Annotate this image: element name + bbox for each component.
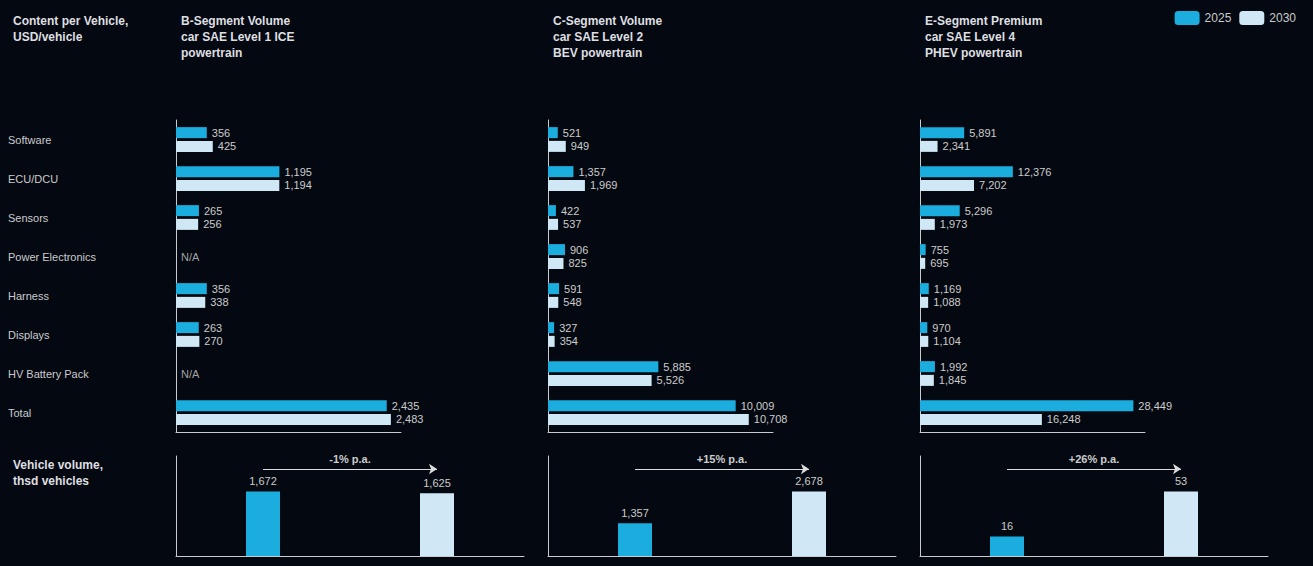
svg-text:1,357: 1,357	[578, 166, 606, 178]
svg-text:10,009: 10,009	[741, 400, 775, 412]
svg-text:1,845: 1,845	[939, 374, 967, 386]
svg-text:PHEV powertrain: PHEV powertrain	[925, 46, 1022, 60]
svg-text:E-Segment Premium: E-Segment Premium	[925, 14, 1042, 28]
svg-text:356: 356	[212, 127, 230, 139]
svg-text:car SAE Level 4: car SAE Level 4	[925, 30, 1015, 44]
svg-text:N/A: N/A	[181, 251, 200, 263]
svg-text:5,885: 5,885	[663, 361, 691, 373]
svg-text:354: 354	[560, 335, 578, 347]
svg-text:338: 338	[210, 296, 228, 308]
svg-text:2,483: 2,483	[396, 413, 424, 425]
svg-text:2,435: 2,435	[392, 400, 420, 412]
svg-text:+15% p.a.: +15% p.a.	[697, 453, 747, 465]
svg-text:Sensors: Sensors	[8, 212, 49, 224]
svg-text:16: 16	[1001, 520, 1013, 532]
svg-text:949: 949	[571, 140, 589, 152]
svg-text:537: 537	[563, 218, 581, 230]
svg-text:356: 356	[212, 283, 230, 295]
svg-text:2025: 2025	[1205, 11, 1232, 25]
svg-text:1,088: 1,088	[933, 296, 961, 308]
svg-text:10,708: 10,708	[754, 413, 788, 425]
svg-text:5,891: 5,891	[969, 127, 997, 139]
svg-text:2030: 2030	[1269, 11, 1296, 25]
svg-text:906: 906	[570, 244, 588, 256]
svg-text:BEV powertrain: BEV powertrain	[553, 46, 642, 60]
svg-text:car SAE Level 2: car SAE Level 2	[553, 30, 643, 44]
svg-text:car SAE Level 1 ICE: car SAE Level 1 ICE	[181, 30, 294, 44]
svg-text:970: 970	[932, 322, 950, 334]
svg-text:Content per Vehicle,: Content per Vehicle,	[13, 14, 128, 28]
svg-text:53: 53	[1175, 475, 1187, 487]
svg-text:1,969: 1,969	[590, 179, 618, 191]
svg-text:powertrain: powertrain	[181, 46, 242, 60]
svg-text:521: 521	[563, 127, 581, 139]
svg-text:thsd vehicles: thsd vehicles	[13, 474, 89, 488]
svg-text:270: 270	[204, 335, 222, 347]
svg-text:+26% p.a.: +26% p.a.	[1069, 453, 1119, 465]
svg-text:Harness: Harness	[8, 290, 49, 302]
svg-text:327: 327	[559, 322, 577, 334]
svg-text:1,357: 1,357	[621, 507, 649, 519]
svg-text:825: 825	[568, 257, 586, 269]
svg-text:B-Segment Volume: B-Segment Volume	[181, 14, 290, 28]
svg-text:1,625: 1,625	[423, 477, 451, 489]
svg-text:C-Segment Volume: C-Segment Volume	[553, 14, 662, 28]
svg-text:Vehicle volume,: Vehicle volume,	[13, 458, 103, 472]
svg-text:1,973: 1,973	[940, 218, 968, 230]
svg-text:1,194: 1,194	[284, 179, 312, 191]
svg-text:Software: Software	[8, 134, 51, 146]
svg-text:N/A: N/A	[181, 368, 200, 380]
svg-text:265: 265	[204, 205, 222, 217]
svg-text:12,376: 12,376	[1018, 166, 1052, 178]
svg-text:ECU/DCU: ECU/DCU	[8, 173, 58, 185]
svg-text:USD/vehicle: USD/vehicle	[13, 30, 83, 44]
svg-text:695: 695	[930, 257, 948, 269]
svg-text:755: 755	[931, 244, 949, 256]
svg-text:16,248: 16,248	[1047, 413, 1081, 425]
svg-text:1,992: 1,992	[940, 361, 968, 373]
svg-text:7,202: 7,202	[979, 179, 1007, 191]
svg-text:263: 263	[204, 322, 222, 334]
svg-text:5,526: 5,526	[657, 374, 685, 386]
svg-text:591: 591	[564, 283, 582, 295]
svg-text:HV Battery Pack: HV Battery Pack	[8, 368, 89, 380]
svg-text:548: 548	[563, 296, 581, 308]
svg-text:1,169: 1,169	[934, 283, 962, 295]
svg-text:256: 256	[203, 218, 221, 230]
svg-text:Total: Total	[8, 407, 31, 419]
svg-text:2,341: 2,341	[943, 140, 971, 152]
svg-text:-1% p.a.: -1% p.a.	[329, 453, 371, 465]
svg-text:5,296: 5,296	[965, 205, 993, 217]
svg-text:1,672: 1,672	[249, 475, 277, 487]
svg-text:425: 425	[218, 140, 236, 152]
svg-text:1,195: 1,195	[284, 166, 312, 178]
svg-text:1,104: 1,104	[933, 335, 961, 347]
svg-text:28,449: 28,449	[1138, 400, 1172, 412]
svg-text:Power Electronics: Power Electronics	[8, 251, 97, 263]
svg-text:2,678: 2,678	[795, 475, 823, 487]
svg-text:Displays: Displays	[8, 329, 50, 341]
svg-text:422: 422	[561, 205, 579, 217]
